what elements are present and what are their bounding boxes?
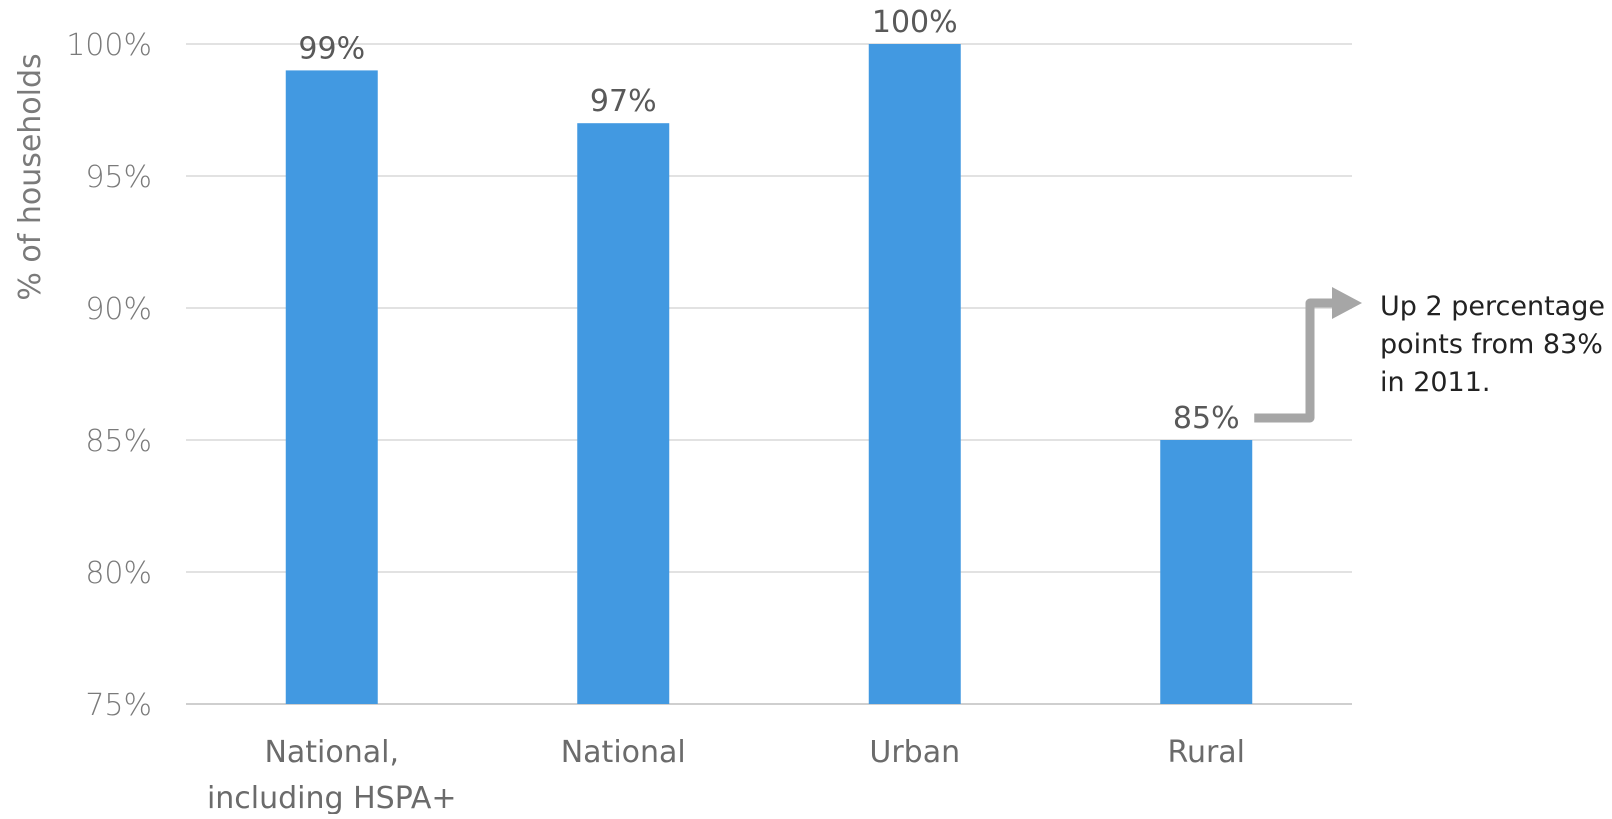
bar — [285, 70, 378, 704]
y-axis-title: % of households — [13, 53, 48, 300]
x-category-label: Urban — [869, 735, 960, 770]
data-label: 99% — [298, 31, 365, 66]
annotation-text: Up 2 percentage — [1380, 291, 1605, 322]
x-category-label: including HSPA+ — [207, 781, 457, 814]
y-tick-label: 95% — [85, 160, 152, 195]
x-category-label: Rural — [1167, 735, 1245, 770]
x-category-label: National — [561, 735, 686, 770]
data-label: 97% — [590, 84, 657, 119]
x-category-label: National, — [264, 735, 399, 770]
annotation-arrow-head — [1332, 287, 1362, 319]
labels: 75% 80% 85% 90% 95% 100% % of households 99% Nat… — [13, 5, 1245, 816]
bar — [868, 44, 961, 704]
y-tick-label: 90% — [85, 292, 152, 327]
annotation-arrow-line — [1254, 298, 1336, 423]
y-tick-label: 80% — [85, 556, 152, 591]
bar — [1160, 440, 1253, 704]
bars — [285, 44, 1253, 704]
annotation-text: in 2011. — [1380, 367, 1491, 398]
y-tick-label: 100% — [66, 28, 152, 63]
data-label: 85% — [1173, 401, 1240, 436]
y-tick-label: 75% — [85, 688, 152, 723]
y-tick-label: 85% — [85, 424, 152, 459]
bar — [577, 123, 670, 704]
annotation-text: points from 83% — [1380, 329, 1603, 360]
gridlines — [186, 43, 1352, 705]
data-label: 100% — [872, 5, 958, 40]
annotation: Up 2 percentage points from 83% in 2011. — [1254, 287, 1605, 423]
